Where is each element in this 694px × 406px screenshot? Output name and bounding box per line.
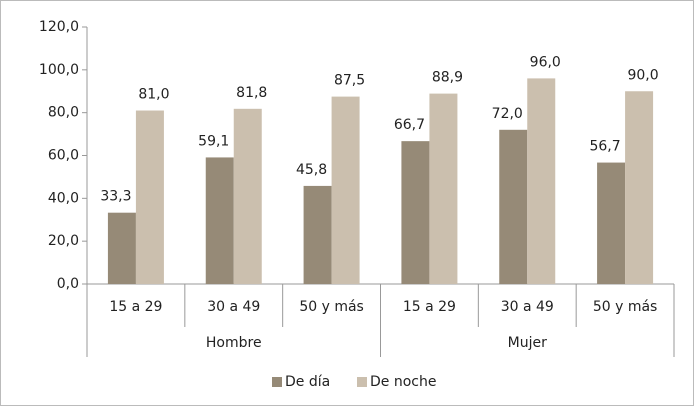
bar bbox=[107, 212, 136, 284]
bar bbox=[625, 91, 654, 284]
bar bbox=[233, 108, 262, 284]
x-tick-label: 15 a 29 bbox=[403, 299, 456, 315]
y-tick-label: 80,0 bbox=[48, 105, 79, 121]
bar bbox=[135, 110, 164, 285]
value-label: 81,8 bbox=[236, 85, 267, 101]
legend-swatch bbox=[272, 377, 282, 387]
y-tick-label: 120,0 bbox=[39, 19, 79, 35]
value-label: 96,0 bbox=[530, 54, 561, 70]
y-tick-label: 40,0 bbox=[48, 190, 79, 206]
value-label: 81,0 bbox=[138, 87, 169, 103]
value-label: 33,3 bbox=[100, 189, 131, 205]
y-tick-label: 100,0 bbox=[39, 62, 79, 78]
bar bbox=[331, 96, 360, 285]
bar bbox=[597, 162, 626, 284]
bar bbox=[527, 78, 556, 285]
value-label: 56,7 bbox=[589, 139, 620, 155]
value-label: 72,0 bbox=[492, 106, 523, 122]
bar bbox=[303, 185, 332, 284]
x-tick-label: 15 a 29 bbox=[109, 299, 162, 315]
bar bbox=[429, 93, 458, 284]
y-tick-label: 20,0 bbox=[48, 233, 79, 249]
value-label: 90,0 bbox=[627, 67, 658, 83]
value-label: 87,5 bbox=[334, 73, 365, 89]
legend-label: De noche bbox=[370, 374, 436, 390]
value-label: 88,9 bbox=[432, 70, 463, 86]
x-tick-label: 30 a 49 bbox=[501, 299, 554, 315]
x-tick-label: 30 a 49 bbox=[207, 299, 260, 315]
x-tick-label: 50 y más bbox=[299, 299, 364, 315]
bar bbox=[499, 129, 528, 284]
y-tick-label: 0,0 bbox=[57, 276, 79, 292]
group-label: Mujer bbox=[508, 335, 547, 351]
legend-swatch bbox=[357, 377, 367, 387]
y-tick-label: 60,0 bbox=[48, 148, 79, 164]
value-label: 45,8 bbox=[296, 162, 327, 178]
value-label: 59,1 bbox=[198, 133, 229, 149]
x-tick-label: 50 y más bbox=[593, 299, 658, 315]
legend-label: De día bbox=[285, 374, 330, 390]
value-label: 66,7 bbox=[394, 117, 425, 133]
bar bbox=[401, 141, 430, 284]
group-label: Hombre bbox=[206, 335, 262, 351]
bar bbox=[205, 157, 234, 284]
